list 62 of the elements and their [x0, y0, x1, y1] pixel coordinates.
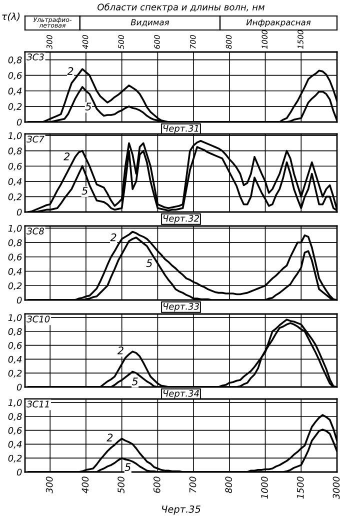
- text: Черт.31: [163, 124, 198, 134]
- x-tick-label: 600: [153, 476, 160, 493]
- x-tick-label: 3000: [332, 476, 340, 500]
- x-tick-label: 400: [82, 476, 89, 494]
- chart-title: ЗС10: [26, 316, 50, 322]
- text: Черт.33: [163, 302, 199, 312]
- y-tick-label: 0,4: [8, 440, 22, 449]
- y-tick-label: 0,2: [8, 454, 22, 463]
- series-label: 5: [82, 186, 88, 195]
- y-tick-label: 0,4: [8, 356, 22, 364]
- y-tick-label: 0,2: [8, 370, 22, 378]
- x-tick-label: 300: [46, 476, 53, 494]
- series-label: 5: [124, 463, 131, 472]
- text: Черт.35: [162, 505, 200, 515]
- y-tick-label: 1,0: [8, 224, 22, 233]
- y-tick-label: 1,0: [8, 132, 22, 140]
- y-tick-label: 0,8: [8, 56, 22, 64]
- y-tick-label: 0: [16, 468, 22, 476]
- y-tick-label: 0,8: [8, 328, 22, 336]
- y-tick-label: 0,6: [8, 254, 22, 262]
- text: Видимая: [130, 19, 170, 26]
- y-tick-label: 0,4: [8, 88, 22, 96]
- text: Черт.34: [163, 390, 199, 399]
- y-tick-label: 0,2: [8, 193, 22, 202]
- text: Черт.32: [163, 214, 199, 224]
- series-label: 5: [85, 102, 92, 110]
- chart-title: ЗС11: [26, 400, 49, 408]
- series-label: 2: [117, 346, 124, 354]
- y-tick-label: 0: [16, 384, 22, 391]
- y-tick-label: 0,6: [8, 427, 22, 435]
- y-axis-title: τ(λ): [2, 12, 20, 22]
- x-tick-label: 800: [225, 476, 232, 494]
- y-tick-label: 0,4: [8, 178, 22, 186]
- y-tick-label: 0: [16, 118, 22, 126]
- y-tick-label: 1,0: [8, 314, 22, 322]
- series-label: 2: [110, 233, 116, 242]
- y-tick-label: 0,2: [8, 282, 22, 290]
- y-tick-label: 0,8: [8, 413, 22, 421]
- x-tick-label: 500: [118, 476, 124, 494]
- x-tick-label: 1500: [296, 476, 304, 499]
- y-tick-label: 0,6: [8, 72, 22, 80]
- chart-title: ЗС7: [26, 136, 44, 143]
- y-tick-label: 0: [16, 296, 22, 304]
- series-label: 2: [106, 434, 113, 442]
- y-tick-label: 0,8: [8, 239, 22, 248]
- y-tick-label: 1,0: [8, 399, 22, 407]
- series-label: 5: [146, 259, 152, 268]
- series-label: 5: [132, 378, 138, 386]
- y-tick-label: 0,6: [8, 162, 22, 171]
- x-tick-label: 700: [189, 476, 196, 493]
- chart-title: ЗС8: [26, 228, 44, 234]
- chart-title: ЗС3: [26, 54, 44, 60]
- series-label: 2: [67, 67, 74, 75]
- y-tick-label: 0,4: [8, 268, 22, 276]
- y-tick-label: 0,8: [8, 148, 22, 156]
- text: Инфракрасная: [246, 19, 311, 28]
- y-tick-label: 0: [16, 208, 22, 216]
- x2-axis-title: Области спектра и длины волн, нм: [98, 3, 265, 12]
- y-tick-label: 0,6: [8, 342, 22, 350]
- y-tick-label: 0,2: [8, 103, 22, 111]
- x-tick-label: 1000: [261, 476, 268, 499]
- series-label: 2: [64, 152, 70, 160]
